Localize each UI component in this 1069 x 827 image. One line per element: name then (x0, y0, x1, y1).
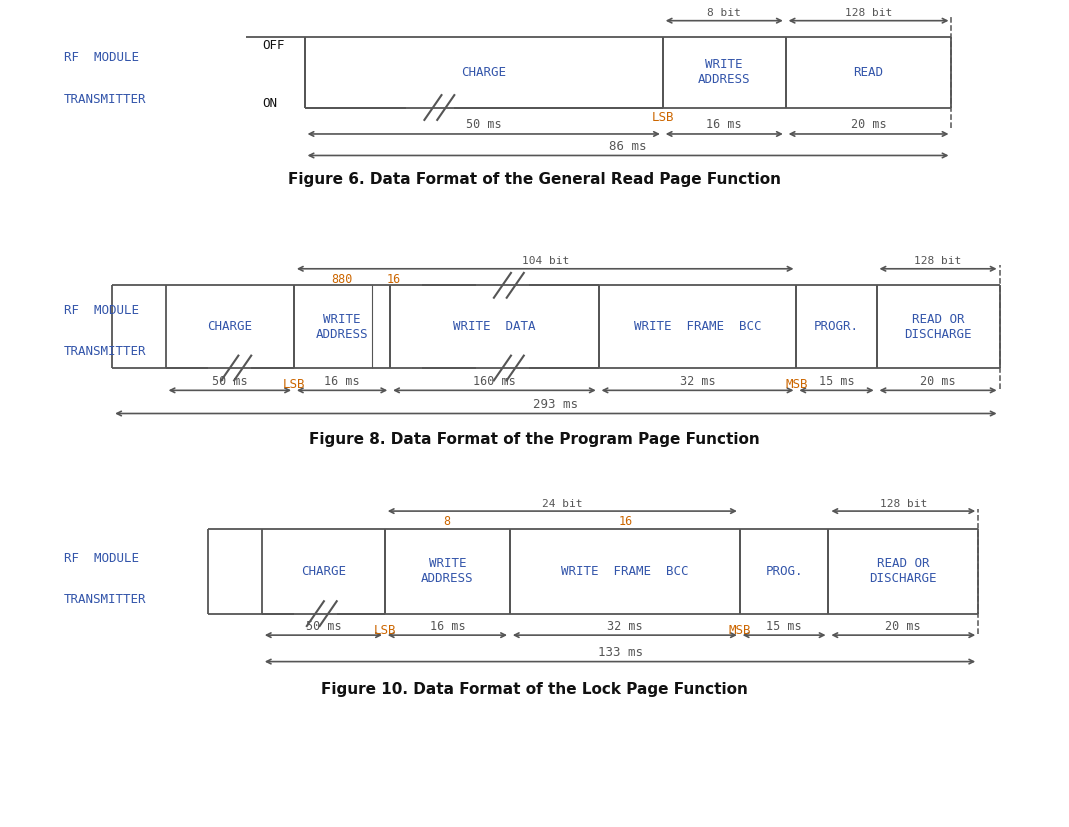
Text: OFF: OFF (262, 39, 284, 52)
Text: 32 ms: 32 ms (680, 375, 715, 388)
Text: 8 bit: 8 bit (708, 8, 741, 18)
Text: WRITE  FRAME  BCC: WRITE FRAME BCC (634, 320, 761, 333)
Text: 293 ms: 293 ms (533, 398, 578, 411)
Text: 16 ms: 16 ms (324, 375, 360, 388)
Text: 15 ms: 15 ms (819, 375, 854, 388)
Text: Figure 8. Data Format of the Program Page Function: Figure 8. Data Format of the Program Pag… (309, 432, 760, 447)
Text: 160 ms: 160 ms (474, 375, 515, 388)
Text: 8: 8 (444, 514, 450, 528)
Text: RF  MODULE: RF MODULE (64, 51, 139, 65)
Text: PROGR.: PROGR. (814, 320, 859, 333)
Text: WRITE
ADDRESS: WRITE ADDRESS (421, 557, 474, 586)
Text: 133 ms: 133 ms (598, 646, 642, 659)
Text: 20 ms: 20 ms (920, 375, 956, 388)
Text: 128 bit: 128 bit (845, 8, 893, 18)
Text: 32 ms: 32 ms (607, 619, 642, 633)
Text: LSB: LSB (651, 111, 675, 124)
Text: RF  MODULE: RF MODULE (64, 304, 139, 317)
Text: CHARGE: CHARGE (461, 66, 507, 79)
Text: 16: 16 (386, 273, 401, 286)
Text: CHARGE: CHARGE (207, 320, 252, 333)
Text: TRANSMITTER: TRANSMITTER (64, 93, 146, 106)
Text: TRANSMITTER: TRANSMITTER (64, 593, 146, 606)
Text: 50 ms: 50 ms (306, 619, 341, 633)
Text: MSB: MSB (728, 624, 752, 637)
Text: 104 bit: 104 bit (522, 256, 569, 266)
Text: WRITE  DATA: WRITE DATA (453, 320, 536, 333)
Text: 50 ms: 50 ms (466, 118, 501, 131)
Text: ON: ON (262, 97, 277, 110)
Text: 16: 16 (618, 514, 633, 528)
Text: 20 ms: 20 ms (851, 118, 886, 131)
Text: 128 bit: 128 bit (914, 256, 962, 266)
Text: 880: 880 (331, 273, 353, 286)
Text: WRITE
ADDRESS: WRITE ADDRESS (698, 59, 750, 86)
Text: TRANSMITTER: TRANSMITTER (64, 345, 146, 358)
Text: WRITE
ADDRESS: WRITE ADDRESS (315, 313, 369, 341)
Text: READ: READ (853, 66, 884, 79)
Text: MSB: MSB (785, 378, 808, 391)
Text: 128 bit: 128 bit (880, 499, 927, 509)
Text: READ OR
DISCHARGE: READ OR DISCHARGE (869, 557, 938, 586)
Text: WRITE  FRAME  BCC: WRITE FRAME BCC (561, 565, 688, 578)
Text: 20 ms: 20 ms (885, 619, 921, 633)
Text: 16 ms: 16 ms (707, 118, 742, 131)
Text: 16 ms: 16 ms (430, 619, 465, 633)
Text: 86 ms: 86 ms (609, 140, 647, 153)
Text: Figure 10. Data Format of the Lock Page Function: Figure 10. Data Format of the Lock Page … (321, 682, 748, 697)
Text: LSB: LSB (373, 624, 397, 637)
Text: PROG.: PROG. (765, 565, 803, 578)
Text: CHARGE: CHARGE (300, 565, 346, 578)
Text: RF  MODULE: RF MODULE (64, 552, 139, 565)
Text: READ OR
DISCHARGE: READ OR DISCHARGE (904, 313, 972, 341)
Text: 24 bit: 24 bit (542, 499, 583, 509)
Text: 15 ms: 15 ms (766, 619, 802, 633)
Text: LSB: LSB (282, 378, 306, 391)
Text: Figure 6. Data Format of the General Read Page Function: Figure 6. Data Format of the General Rea… (288, 172, 781, 187)
Text: 50 ms: 50 ms (212, 375, 248, 388)
